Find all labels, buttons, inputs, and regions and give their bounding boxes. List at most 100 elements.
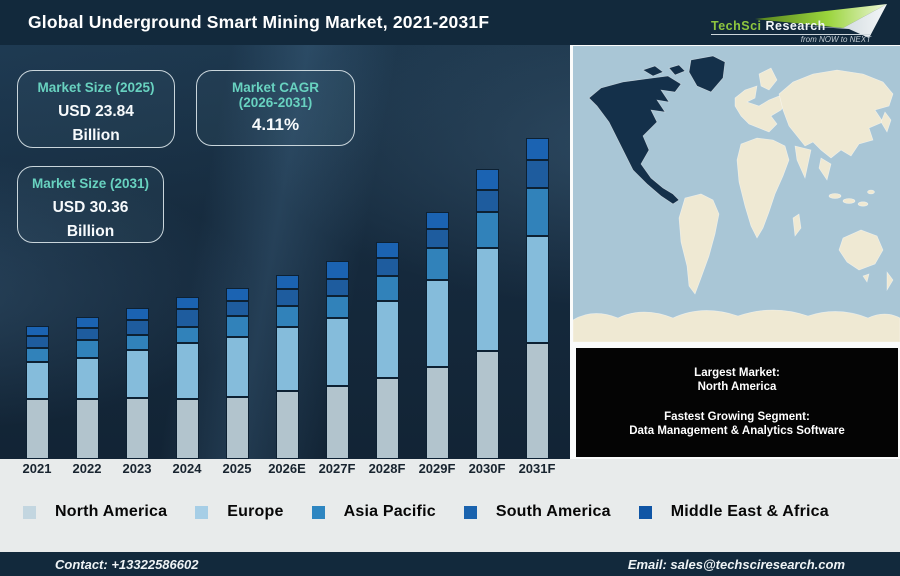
x-axis-label-2023: 2023 [122,461,152,476]
bar-segment-europe [375,301,399,378]
chart-legend: North America Europe Asia Pacific South Ame… [23,503,857,521]
stacked-bar-2022 [75,317,99,459]
bar-segment-europe [175,343,199,399]
bar-segment-asia-pacific [425,248,449,280]
stacked-bar-2024 [175,297,199,459]
bar-segment-europe [525,236,549,343]
chart-footer-band: 2021 2022 2023 2024 2025 2026E 2027F 2028F 2029F… [0,459,900,552]
legend-label-asia-pacific: Asia Pacific [343,503,436,520]
bar-segment-north-america [325,386,349,459]
legend-item-north-america: North America [23,503,167,521]
x-axis-label-2027f: 2027F [318,461,356,476]
largest-market-block: Largest Market: North America [576,367,898,394]
bar-segment-south-america [75,328,99,340]
logo-wordmark: TechSci Research [711,19,826,33]
map-south-america [678,193,720,295]
fastest-segment-block: Fastest Growing Segment: Data Management… [576,411,898,438]
fastest-segment-value: Data Management & Analytics Software [629,424,845,437]
fastest-segment-label: Fastest Growing Segment: [664,411,810,423]
map-australia [838,229,884,271]
map-greenland-highlight [688,55,726,93]
contact-phone: Contact: +13322586602 [55,556,199,572]
bar-segment-south-america [425,229,449,248]
x-axis-label-2022: 2022 [72,461,102,476]
x-axis-label-2031f: 2031F [518,461,556,476]
bar-column-2025 [212,109,262,459]
legend-swatch-europe [195,505,209,519]
bar-segment-asia-pacific [225,316,249,337]
stacked-bar-chart [12,109,562,459]
bar-segment-europe [275,327,299,391]
largest-market-value: North America [697,380,777,393]
market-size-2025-box: Market Size (2025) USD 23.84 Billion [17,70,175,148]
bar-segment-middle-east-africa [375,242,399,258]
map-southeast-asia [818,157,832,181]
legend-label-europe: Europe [227,503,284,520]
map-north-america-highlight [588,75,682,205]
bar-column-2026e [262,109,312,459]
bar-segment-asia-pacific [25,348,49,362]
bar-segment-asia-pacific [175,327,199,343]
bar-segment-south-america [225,301,249,316]
world-map [572,46,900,343]
map-india [794,145,812,179]
bar-column-2028f [362,109,412,459]
stacked-bar-2029f [425,212,449,459]
legend-label-middle-east-africa: Middle East & Africa [670,503,829,520]
market-size-2031-heading: Market Size (2031) [31,176,150,191]
market-cagr-heading: Market CAGR [231,80,320,95]
x-axis-label-2028f: 2028F [368,461,406,476]
logo-tagline: from NOW to NEXT [800,34,871,44]
legend-label-north-america: North America [55,503,168,520]
market-size-2031-box: Market Size (2031) USD 30.36 Billion [17,166,164,243]
bar-column-2023 [112,109,162,459]
contact-email: Email: sales@techsciresearch.com [627,556,845,572]
market-size-2031-value: USD 30.36 [52,199,129,216]
bar-segment-europe [225,337,249,397]
page-title: Global Underground Smart Mining Market, … [28,12,490,32]
bar-segment-north-america [25,399,49,459]
map-arctic-islands [642,65,664,77]
bar-segment-middle-east-africa [425,212,449,229]
x-axis-label-2021: 2021 [22,461,52,476]
bar-segment-middle-east-africa [275,275,299,289]
bar-segment-asia-pacific [375,276,399,301]
legend-swatch-north-america [23,505,36,519]
bar-segment-south-america [275,289,299,306]
map-scandinavia [758,67,778,91]
x-axis-labels: 2021 2022 2023 2024 2025 2026E 2027F 2028F 2029F… [12,461,562,476]
logo-arrow-icon [755,3,887,38]
bar-segment-middle-east-africa [175,297,199,309]
legend-swatch-middle-east-africa [638,505,652,519]
bar-segment-europe [475,248,499,351]
bar-segment-south-america [525,160,549,188]
header-bar: Global Underground Smart Mining Market, … [0,0,900,45]
techsci-logo: TechSci Research from NOW to NEXT [697,2,892,44]
bar-segment-south-america [325,279,349,296]
bar-segment-europe [425,280,449,367]
map-asia [778,69,894,159]
logo-techsci: TechSci [711,18,762,33]
bar-segment-middle-east-africa [475,169,499,190]
x-axis-label-2026e: 2026E [268,461,306,476]
bar-segment-south-america [175,309,199,327]
bar-segment-asia-pacific [75,340,99,358]
stacked-bar-2031f [525,138,549,459]
map-antarctica [572,309,900,343]
chart-panel: Market Size (2025) USD 23.84 Billion Mar… [0,45,570,459]
x-axis-label-2024: 2024 [172,461,202,476]
bar-segment-middle-east-africa [25,326,49,336]
stacked-bar-2030f [475,169,499,459]
bar-column-2031f [512,109,562,459]
bar-segment-asia-pacific [275,306,299,327]
stacked-bar-2028f [375,242,399,459]
stacked-bar-2027f [325,261,349,459]
largest-market-label: Largest Market: [694,367,780,379]
bar-column-2030f [462,109,512,459]
bar-segment-middle-east-africa [325,261,349,279]
bar-segment-middle-east-africa [225,288,249,301]
market-size-2025-value: USD 23.84 [58,103,134,120]
bar-segment-middle-east-africa [75,317,99,328]
market-size-2025-unit: Billion [72,127,120,144]
